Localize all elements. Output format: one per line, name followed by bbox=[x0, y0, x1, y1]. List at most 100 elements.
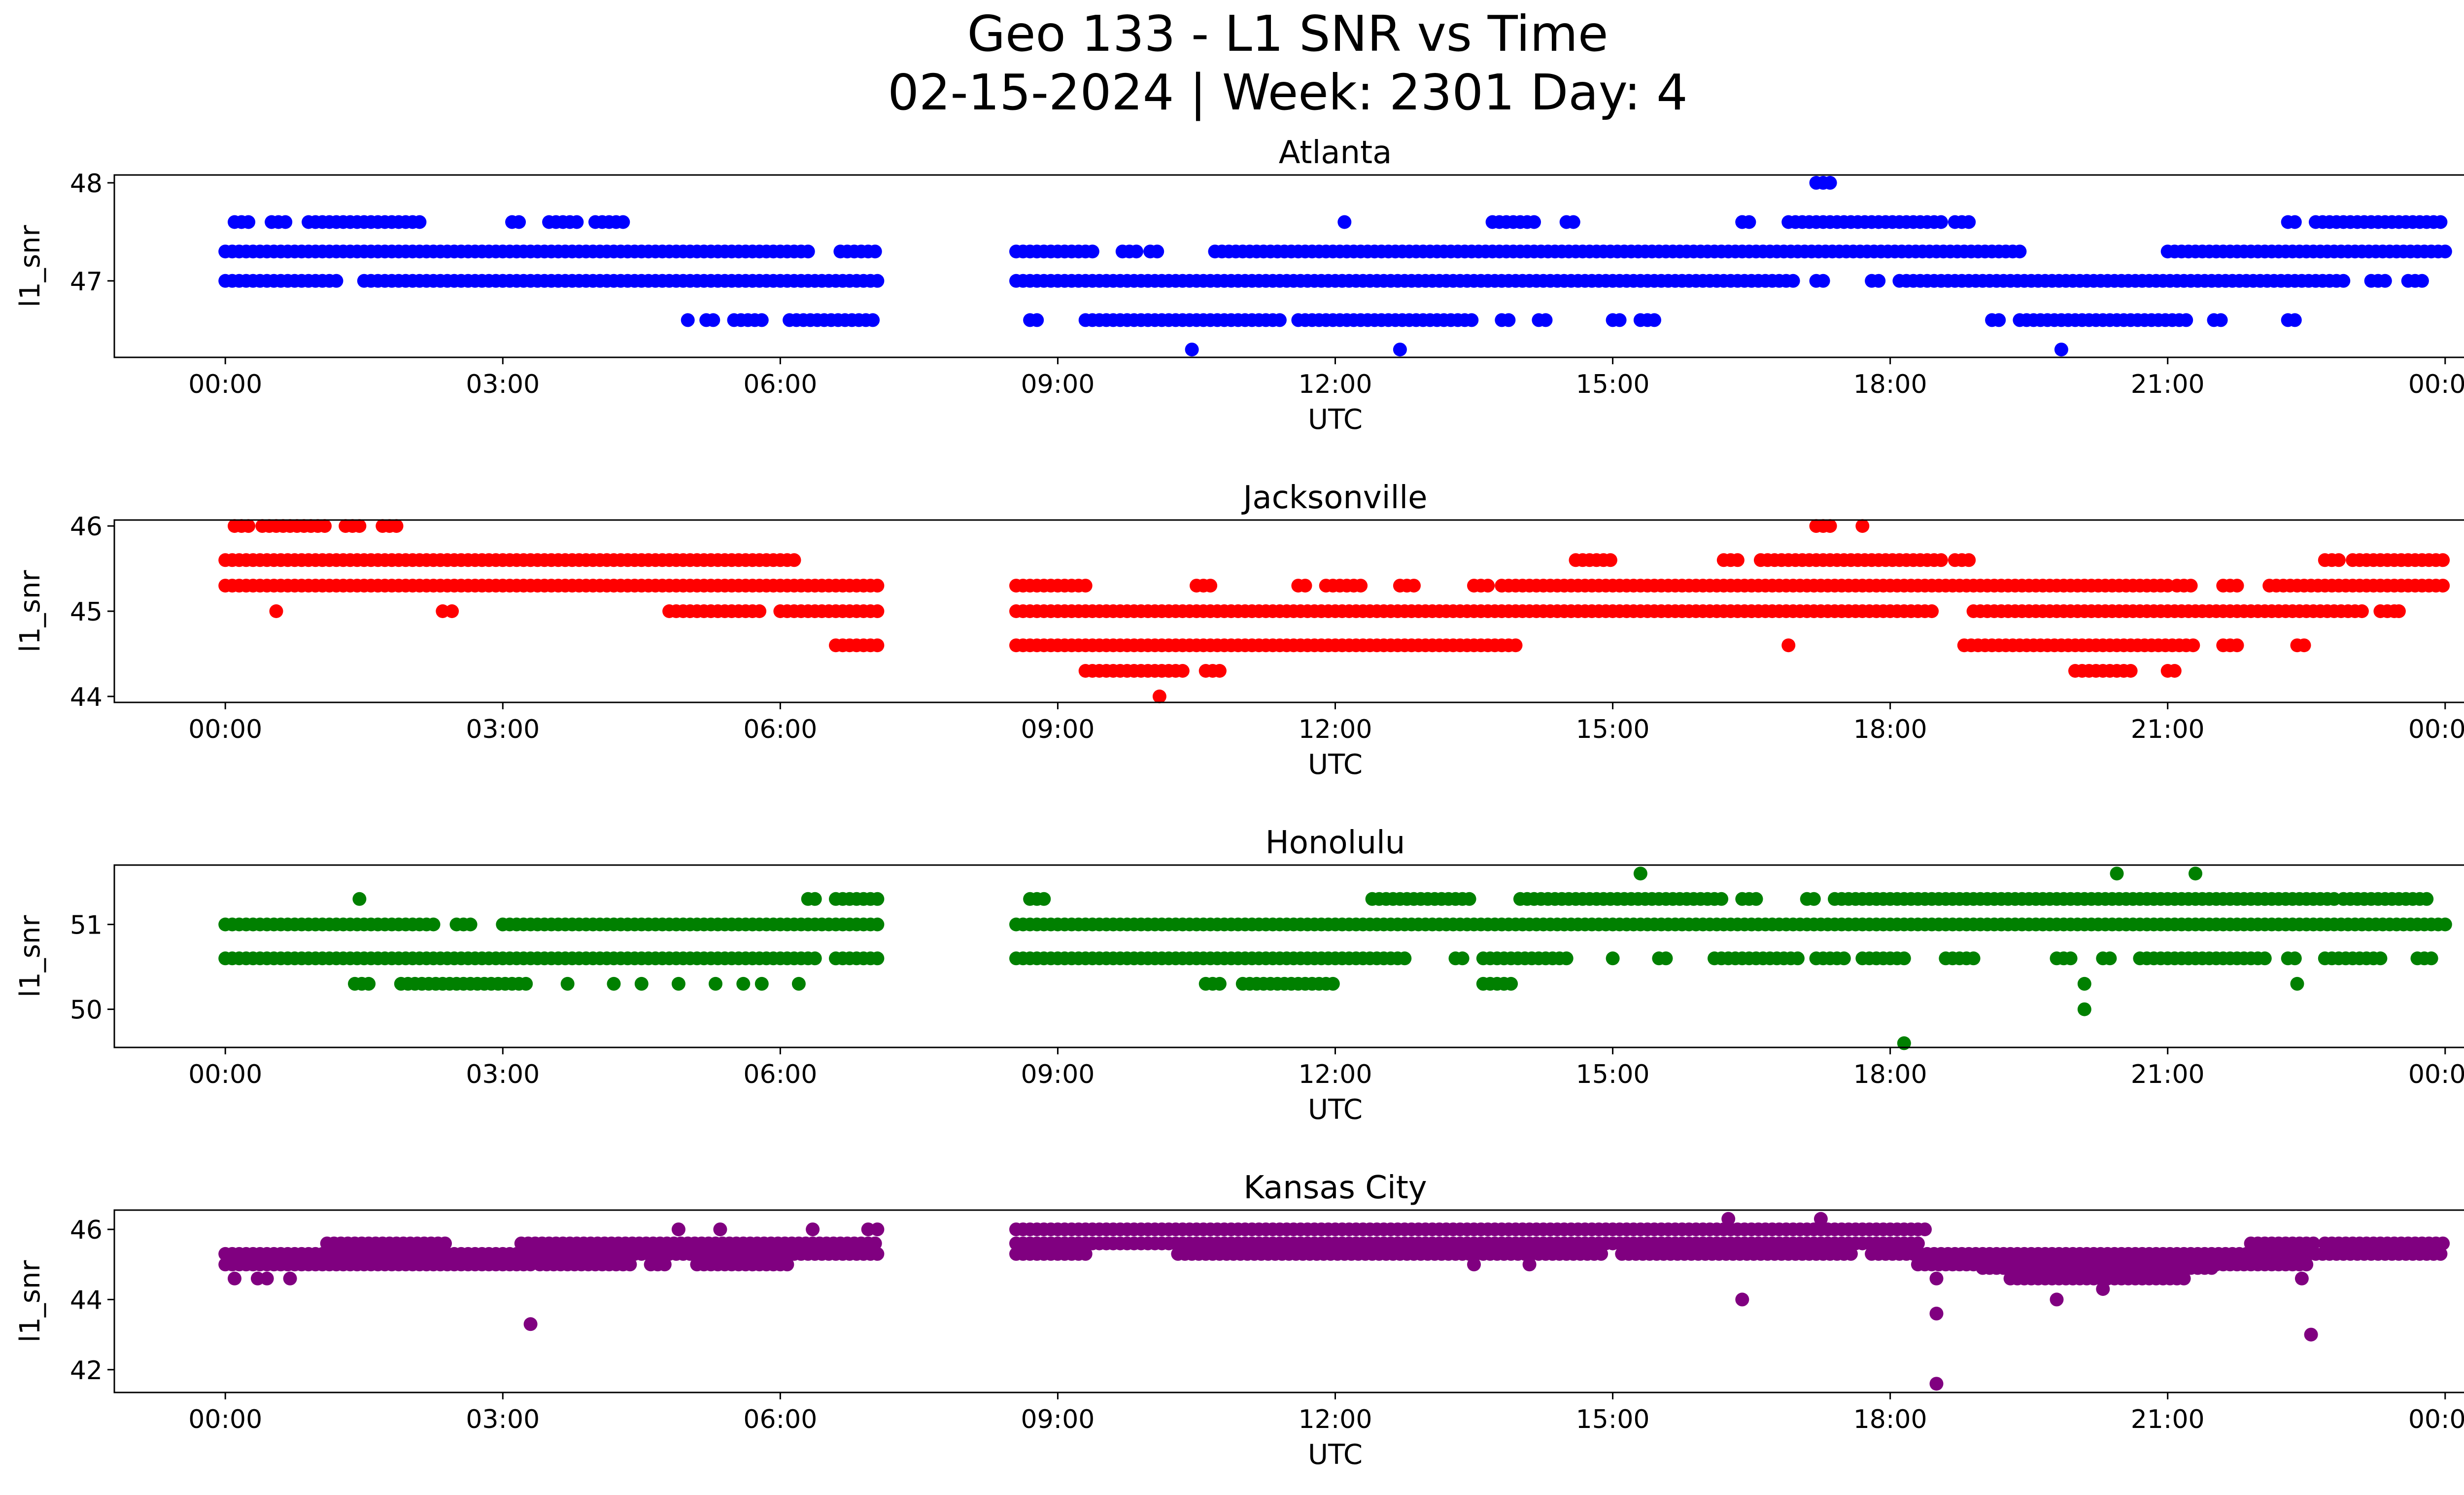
data-point bbox=[570, 215, 584, 229]
data-point bbox=[352, 892, 367, 906]
y-tick-label: 46 bbox=[70, 1216, 103, 1245]
data-point bbox=[1594, 1247, 1608, 1261]
x-tick-label: 00:00 bbox=[2408, 1060, 2464, 1089]
data-point bbox=[1735, 1292, 1749, 1307]
data-point bbox=[713, 1222, 727, 1237]
data-point bbox=[2110, 867, 2124, 881]
data-point bbox=[2050, 1292, 2064, 1307]
x-tick-label: 06:00 bbox=[743, 715, 817, 744]
subplot-title: Kansas City bbox=[1243, 1170, 1427, 1206]
data-point bbox=[1966, 951, 1981, 966]
data-point bbox=[1527, 215, 1541, 229]
data-point bbox=[681, 313, 695, 327]
data-point bbox=[671, 976, 685, 991]
data-point bbox=[1152, 689, 1166, 703]
data-point bbox=[616, 215, 630, 229]
data-point bbox=[868, 1236, 882, 1251]
data-point bbox=[736, 976, 751, 991]
x-tick-label: 12:00 bbox=[1299, 715, 1372, 744]
data-point bbox=[1037, 892, 1051, 906]
data-points bbox=[218, 1212, 2450, 1391]
x-tick-label: 06:00 bbox=[743, 1405, 817, 1434]
data-point bbox=[1566, 215, 1580, 229]
data-point bbox=[269, 604, 283, 618]
data-point bbox=[1272, 313, 1287, 327]
data-point bbox=[1504, 976, 1518, 991]
data-point bbox=[868, 244, 882, 259]
x-tick-label: 15:00 bbox=[1576, 1060, 1650, 1089]
data-point bbox=[2288, 313, 2302, 327]
x-tick-label: 18:00 bbox=[1853, 370, 1927, 399]
data-point bbox=[870, 1247, 885, 1261]
data-point bbox=[870, 579, 885, 593]
y-axis-label: l1_snr bbox=[14, 915, 46, 998]
data-point bbox=[1455, 951, 1470, 966]
x-tick-label: 06:00 bbox=[743, 370, 817, 399]
data-point bbox=[801, 244, 815, 259]
x-tick-label: 12:00 bbox=[1299, 370, 1372, 399]
data-point bbox=[2077, 1002, 2091, 1016]
x-axis-label: UTC bbox=[1308, 404, 1363, 436]
data-point bbox=[1714, 892, 1729, 906]
data-point bbox=[1398, 951, 1412, 966]
data-point bbox=[241, 215, 256, 229]
data-point bbox=[2288, 951, 2302, 966]
y-tick-label: 44 bbox=[70, 1286, 103, 1315]
data-point bbox=[2436, 553, 2450, 567]
data-point bbox=[1078, 579, 1093, 593]
x-tick-label: 18:00 bbox=[1853, 715, 1927, 744]
data-point bbox=[1837, 951, 1851, 966]
x-axis-label: UTC bbox=[1308, 749, 1363, 781]
x-tick-label: 21:00 bbox=[2131, 715, 2205, 744]
data-point bbox=[1326, 976, 1340, 991]
data-point bbox=[438, 1236, 452, 1251]
data-point bbox=[2299, 1257, 2314, 1272]
data-point bbox=[2258, 951, 2272, 966]
data-point bbox=[2214, 313, 2228, 327]
x-tick-label: 03:00 bbox=[466, 1405, 540, 1434]
data-point bbox=[2438, 917, 2452, 932]
data-point bbox=[2189, 867, 2202, 881]
data-point bbox=[1823, 175, 1837, 190]
data-point bbox=[1612, 313, 1627, 327]
data-points bbox=[218, 175, 2452, 357]
x-tick-label: 21:00 bbox=[2131, 1405, 2205, 1434]
data-point bbox=[2167, 664, 2182, 678]
data-point bbox=[389, 519, 404, 533]
y-axis-label: l1_snr bbox=[14, 570, 46, 653]
data-point bbox=[1030, 313, 1044, 327]
x-tick-label: 00:00 bbox=[2408, 715, 2464, 744]
data-point bbox=[657, 1257, 672, 1272]
x-tick-label: 00:00 bbox=[2408, 370, 2464, 399]
data-point bbox=[1465, 313, 1479, 327]
data-point bbox=[2123, 664, 2138, 678]
subplot-kansas-city: Kansas City 00:00 03:00 06:00 09:00 12:00 15:0… bbox=[14, 1170, 2464, 1471]
subplot-atlanta: Atlanta 00:00 03:00 06:00 09:00 12:00 15:00 18:… bbox=[14, 135, 2464, 436]
data-point bbox=[1823, 519, 1837, 533]
data-point bbox=[519, 976, 533, 991]
figure-title-line1: Geo 133 - L1 SNR vs Time bbox=[967, 5, 1608, 63]
data-point bbox=[1786, 274, 1800, 288]
data-point bbox=[260, 1271, 274, 1286]
data-point bbox=[870, 917, 885, 932]
data-point bbox=[352, 519, 367, 533]
data-point bbox=[362, 976, 376, 991]
x-tick-label: 03:00 bbox=[466, 715, 540, 744]
data-point bbox=[791, 976, 806, 991]
data-point bbox=[2230, 579, 2244, 593]
data-point bbox=[2306, 1236, 2321, 1251]
data-point bbox=[753, 604, 767, 618]
data-point bbox=[2378, 274, 2392, 288]
data-point bbox=[1962, 553, 1976, 567]
data-point bbox=[623, 1257, 637, 1272]
y-tick-label: 42 bbox=[70, 1356, 103, 1386]
data-point bbox=[2204, 1261, 2219, 1275]
x-tick-label: 09:00 bbox=[1021, 1405, 1095, 1434]
subplots: Atlanta 00:00 03:00 06:00 09:00 12:00 15:00 18:… bbox=[14, 135, 2464, 1471]
x-axis-label: UTC bbox=[1308, 1439, 1363, 1471]
data-point bbox=[1929, 1271, 1944, 1286]
data-point bbox=[2063, 951, 2078, 966]
data-point bbox=[1203, 579, 1218, 593]
data-point bbox=[2013, 244, 2027, 259]
